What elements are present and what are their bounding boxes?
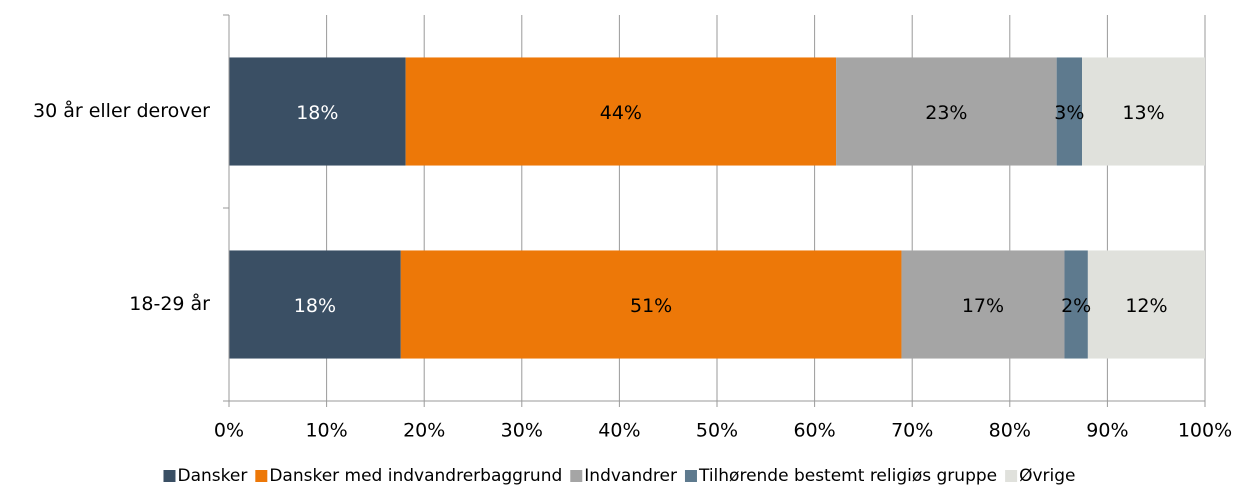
- data-label: 51%: [630, 295, 672, 317]
- legend-swatch: [684, 470, 697, 482]
- data-label: 13%: [1122, 102, 1164, 124]
- bar-segment: [229, 57, 406, 166]
- legend-label: Tilhørende bestemt religiøs gruppe: [698, 466, 997, 486]
- data-label: 18%: [296, 102, 338, 124]
- legend-label: Indvandrer: [584, 466, 677, 486]
- x-tick-label: 100%: [1178, 420, 1232, 442]
- x-tick-label: 90%: [1086, 420, 1128, 442]
- legend-swatch: [163, 470, 176, 482]
- data-label: 2%: [1061, 295, 1091, 317]
- bar-segment: [400, 250, 902, 359]
- data-label: 12%: [1125, 295, 1167, 317]
- data-label: 44%: [600, 102, 642, 124]
- category-label: 30 år eller derover: [33, 99, 210, 122]
- bar-segment: [836, 57, 1057, 166]
- x-tick-label: 10%: [305, 420, 347, 442]
- legend-swatch: [570, 470, 583, 482]
- x-tick-label: 80%: [989, 420, 1031, 442]
- bar-segment: [901, 250, 1065, 359]
- x-tick-label: 20%: [403, 420, 445, 442]
- data-label: 3%: [1054, 102, 1084, 124]
- x-tick-label: 40%: [598, 420, 640, 442]
- bar-segment: [1056, 57, 1083, 166]
- data-label: 18%: [294, 295, 336, 317]
- x-tick-label: 30%: [501, 420, 543, 442]
- legend-swatch: [255, 470, 268, 482]
- bar-segment: [1087, 250, 1205, 359]
- bar-segment: [405, 57, 837, 166]
- data-label: 17%: [962, 295, 1004, 317]
- data-label: 23%: [925, 102, 967, 124]
- x-tick-label: 70%: [891, 420, 933, 442]
- bar-segment: [1082, 57, 1205, 166]
- category-label: 18-29 år: [129, 292, 210, 315]
- bar-segment: [229, 250, 401, 359]
- legend-label: Dansker med indvandrerbaggrund: [269, 466, 562, 486]
- bar-segment: [1064, 250, 1088, 359]
- legend-swatch: [1005, 470, 1018, 482]
- legend-label: Øvrige: [1019, 466, 1075, 486]
- x-tick-label: 50%: [696, 420, 738, 442]
- x-tick-label: 0%: [214, 420, 244, 442]
- x-tick-label: 60%: [793, 420, 835, 442]
- legend-label: Dansker: [177, 466, 247, 486]
